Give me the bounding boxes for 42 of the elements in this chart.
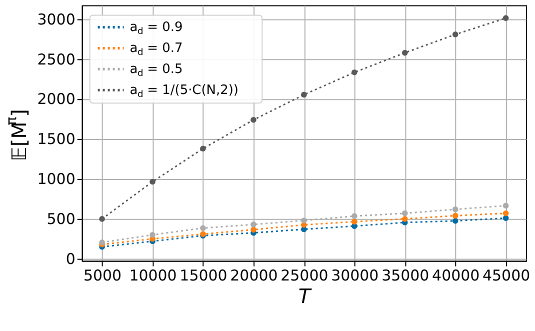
point [502, 210, 509, 216]
y-tick-label: 0 [66, 250, 76, 268]
point [150, 178, 156, 185]
point [351, 218, 358, 225]
y-tick-label: 1000 [37, 170, 76, 188]
x-tick-label: 5000 [83, 266, 122, 284]
point [250, 226, 256, 233]
x-tick-label: 15000 [180, 266, 228, 284]
x-tick-label: 25000 [280, 266, 328, 284]
point [452, 218, 458, 224]
point [150, 232, 156, 238]
point [402, 216, 408, 222]
point [402, 210, 408, 216]
point [502, 202, 509, 209]
point [250, 116, 256, 123]
point [301, 218, 307, 224]
y-tick-label: 2500 [37, 50, 76, 68]
point [402, 50, 408, 56]
point [502, 215, 509, 221]
y-tick-label: 500 [46, 210, 76, 228]
y-tick-label: 2000 [37, 90, 76, 108]
point [250, 222, 256, 228]
point [200, 225, 206, 231]
x-tick-label: 30000 [331, 266, 379, 284]
point [351, 213, 358, 219]
point [452, 206, 458, 212]
x-tick-label: 20000 [230, 266, 278, 284]
x-axis-title: T [298, 284, 312, 308]
x-tick-label: 45000 [482, 266, 530, 284]
x-tick-label: 10000 [129, 266, 177, 284]
x-tick-label: 35000 [382, 266, 430, 284]
y-axis-title: 𝔼[Mπ] [4, 109, 31, 162]
point [351, 69, 358, 76]
point [99, 216, 105, 222]
y-tick-label: 3000 [37, 10, 76, 28]
point [301, 92, 307, 98]
y-tick-label: 1500 [37, 130, 76, 148]
point [452, 212, 458, 219]
point [502, 15, 509, 21]
point [200, 146, 206, 152]
point [452, 32, 458, 38]
x-tick-label: 40000 [432, 266, 480, 284]
